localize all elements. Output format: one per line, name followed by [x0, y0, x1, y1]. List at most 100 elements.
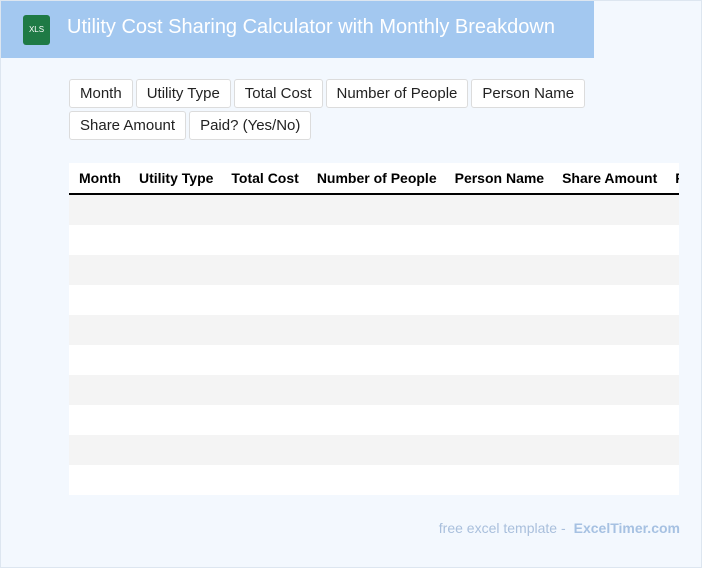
footer: free excel template - ExcelTimer.com	[439, 520, 680, 536]
file-icon: XLS	[23, 15, 50, 45]
table-cell	[307, 285, 445, 315]
table-row	[69, 405, 679, 435]
field-tag: Paid? (Yes/No)	[189, 111, 312, 140]
table-cell	[307, 345, 445, 375]
table-cell	[445, 225, 552, 255]
table-row	[69, 255, 679, 285]
table-cell	[444, 375, 553, 405]
table-cell	[665, 375, 679, 405]
table-cell	[128, 255, 222, 285]
field-list: Month Utility Type Total Cost Number of Peo…	[69, 79, 589, 140]
table-cell	[552, 405, 665, 435]
table-cell	[69, 255, 129, 285]
field-tag: Share Amount	[69, 111, 187, 140]
table-cell	[665, 405, 679, 435]
field-tag: Person Name	[471, 79, 586, 108]
table-cell	[221, 315, 307, 345]
table-cell	[306, 435, 445, 465]
table-cell	[445, 285, 552, 315]
table-cell	[552, 225, 665, 255]
field-tag: Number of People	[325, 79, 469, 108]
table-row	[69, 194, 679, 225]
column-header: Utility Type	[128, 163, 222, 195]
table-cell	[552, 375, 666, 405]
table-row	[69, 375, 679, 405]
table-cell	[552, 465, 665, 495]
table-cell	[221, 375, 307, 405]
table-cell	[221, 435, 307, 465]
table-cell	[444, 315, 553, 345]
field-tag: Utility Type	[135, 79, 231, 108]
table-cell	[444, 435, 553, 465]
column-header: Number of People	[306, 163, 445, 195]
table-cell	[128, 194, 222, 225]
table-cell	[665, 225, 679, 255]
table-cell	[69, 405, 129, 435]
table-body	[69, 194, 679, 495]
table-cell	[69, 315, 129, 345]
table-row	[69, 465, 679, 495]
table-cell	[552, 435, 666, 465]
table-cell	[306, 375, 445, 405]
table-cell	[221, 255, 307, 285]
column-header: Share Amount	[552, 163, 666, 195]
table-cell	[665, 435, 679, 465]
table-cell	[221, 465, 306, 495]
table-cell	[221, 194, 307, 225]
table-row	[69, 315, 679, 345]
table-cell	[221, 285, 306, 315]
table-cell	[552, 315, 666, 345]
table-cell	[69, 285, 129, 315]
column-header: Paid? (Yes/No)	[665, 163, 679, 195]
table-cell	[307, 465, 445, 495]
column-header: Total Cost	[221, 163, 307, 195]
table-cell	[69, 435, 129, 465]
table-row	[69, 435, 679, 465]
table-cell	[552, 194, 666, 225]
field-tag: Total Cost	[233, 79, 323, 108]
table-cell	[221, 345, 306, 375]
footer-text: free excel template -	[438, 520, 566, 536]
table-cell	[69, 375, 129, 405]
table-cell	[69, 194, 129, 225]
page-title: Utility Cost Sharing Calculator with Mon…	[67, 16, 555, 38]
table-cell	[128, 435, 222, 465]
table: Month Utility Type Total Cost Number of Peo…	[69, 163, 679, 495]
table-cell	[69, 225, 129, 255]
field-tag: Month	[69, 79, 133, 108]
table-cell	[129, 285, 221, 315]
table-cell	[665, 255, 679, 285]
table-cell	[129, 345, 221, 375]
table-cell	[306, 255, 445, 285]
table-container: Month Utility Type Total Cost Number of Peo…	[69, 163, 679, 495]
table-cell	[445, 405, 552, 435]
table-cell	[307, 225, 445, 255]
table-cell	[665, 285, 679, 315]
table-cell	[129, 465, 221, 495]
table-cell	[445, 345, 552, 375]
column-header: Person Name	[444, 163, 553, 195]
table-cell	[444, 194, 553, 225]
header: XLS Utility Cost Sharing Calculator with…	[1, 1, 594, 58]
table-cell	[552, 285, 665, 315]
table-cell	[665, 315, 679, 345]
table-cell	[307, 405, 445, 435]
table-cell	[306, 194, 445, 225]
table-cell	[665, 465, 679, 495]
table-cell	[306, 315, 445, 345]
table-cell	[69, 465, 129, 495]
table-cell	[665, 345, 679, 375]
table-cell	[552, 345, 665, 375]
table-cell	[552, 255, 666, 285]
column-header: Month	[69, 163, 129, 195]
table-cell	[128, 375, 222, 405]
table-row	[69, 225, 679, 255]
table-cell	[69, 345, 129, 375]
table-row	[69, 285, 679, 315]
table-cell	[665, 194, 679, 225]
table-cell	[221, 405, 306, 435]
table-cell	[129, 225, 221, 255]
footer-brand[interactable]: ExcelTimer.com	[573, 520, 680, 536]
table-cell	[128, 315, 222, 345]
